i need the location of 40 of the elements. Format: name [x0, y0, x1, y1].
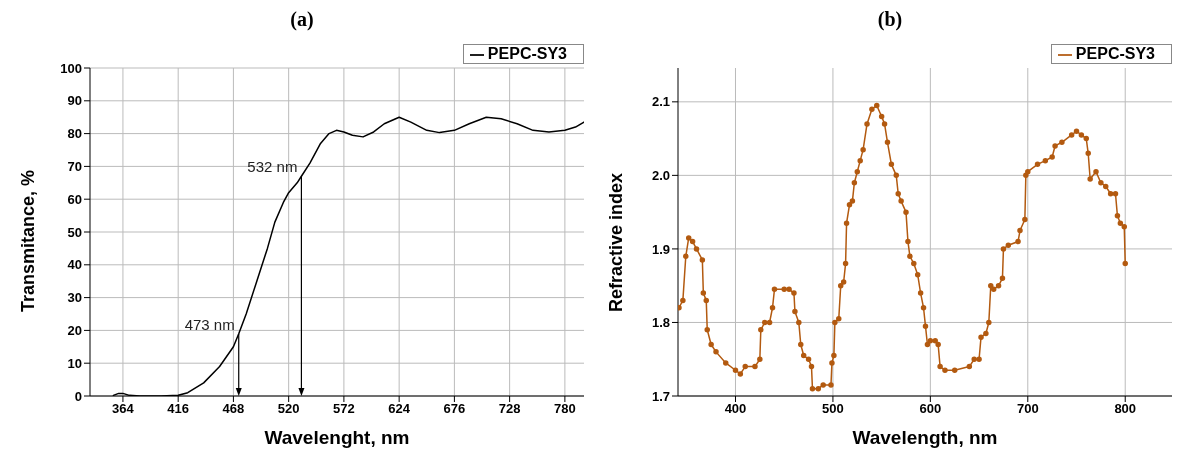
legend-label: PEPC-SY3 — [1075, 45, 1155, 62]
annotation: 532 nm — [247, 158, 298, 176]
chart-title: (b) — [876, 8, 904, 33]
y-tick-label: 90 — [67, 93, 82, 109]
y-tick-label: 2.0 — [651, 167, 670, 183]
y-tick-label: 20 — [67, 323, 82, 339]
y-tick-label: 1.9 — [651, 241, 670, 257]
x-axis-title: Wavelenght, nm — [264, 427, 410, 448]
x-tick-label: 520 — [277, 401, 300, 417]
x-tick-label: 416 — [167, 401, 190, 417]
x-axis-title: Wavelength, nm — [852, 427, 998, 448]
x-tick-label: 624 — [388, 401, 411, 417]
y-tick-label: 80 — [67, 126, 82, 142]
y-tick-label: 0 — [74, 388, 82, 404]
y-tick-label: 1.8 — [651, 315, 670, 331]
annotation: 473 nm — [184, 315, 235, 333]
chart-title: (a) — [289, 8, 315, 32]
y-tick-label: 30 — [67, 290, 82, 306]
y-tick-label: 2.1 — [651, 94, 670, 110]
y-tick-label: 60 — [67, 191, 82, 207]
x-tick-label: 364 — [112, 401, 135, 417]
legend-label: PEPC-SY3 — [487, 45, 567, 62]
x-tick-label: 780 — [554, 401, 576, 417]
x-tick-label: 572 — [333, 401, 355, 417]
y-tick-label: 50 — [67, 224, 82, 240]
y-tick-label: 40 — [67, 257, 82, 273]
x-tick-label: 676 — [443, 401, 466, 417]
x-tick-label: 600 — [919, 401, 942, 417]
x-tick-label: 728 — [498, 401, 521, 417]
y-tick-label: 10 — [67, 355, 82, 371]
x-tick-label: 700 — [1016, 401, 1039, 417]
y-axis-title: Refractive index — [606, 172, 627, 312]
x-tick-label: 400 — [724, 401, 747, 417]
x-tick-label: 800 — [1114, 401, 1137, 417]
y-axis-title: Transmitance, % — [18, 169, 39, 312]
y-tick-label: 100 — [60, 60, 82, 76]
x-tick-label: 500 — [822, 401, 844, 417]
y-tick-label: 1.7 — [651, 388, 670, 404]
x-tick-label: 468 — [222, 401, 245, 417]
y-tick-label: 70 — [67, 159, 82, 175]
